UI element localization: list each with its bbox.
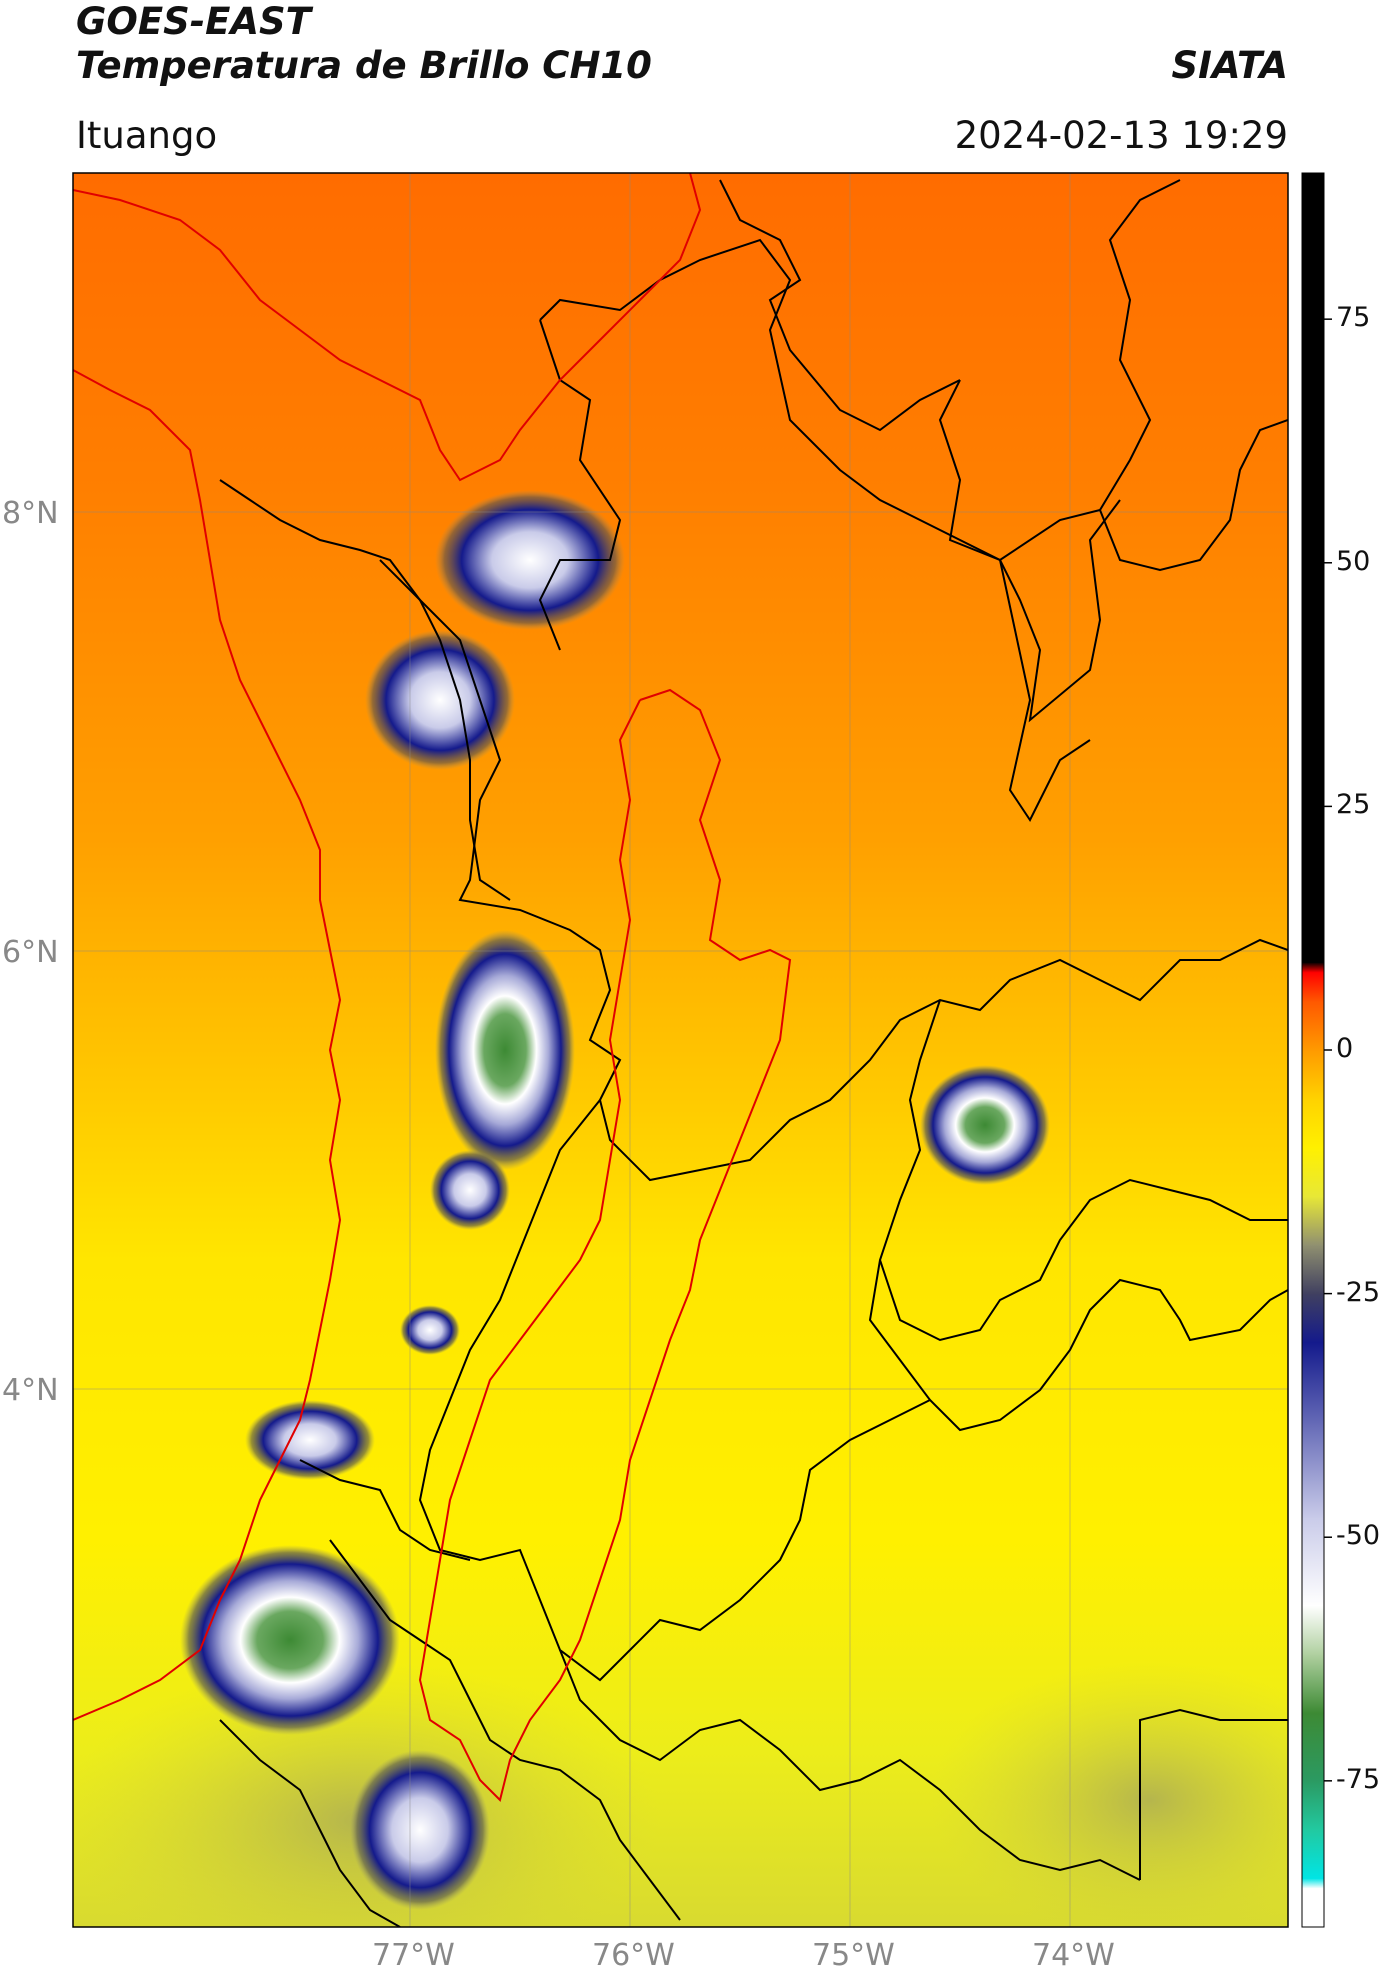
colorbar-tick-label: 25 xyxy=(1336,789,1371,821)
colorbar-segment xyxy=(1302,1001,1324,1051)
colorbar-segment xyxy=(1302,1098,1324,1148)
colorbar-segment xyxy=(1302,1605,1324,1655)
product-title: Temperatura de Brillo CH10 xyxy=(76,44,652,87)
colorbar-tick-label: -50 xyxy=(1336,1520,1381,1552)
colorbar-segment xyxy=(1302,972,1324,1002)
colorbar-segment xyxy=(1302,1244,1324,1295)
colorbar-segment xyxy=(1302,173,1324,963)
colorbar-tick-label: -25 xyxy=(1336,1276,1381,1308)
colorbar-segment xyxy=(1302,1147,1324,1197)
cloud-cell-small xyxy=(400,1305,460,1355)
colorbar-segment xyxy=(1302,1420,1324,1519)
colorbar xyxy=(1301,172,1332,1928)
location-label: Ituango xyxy=(76,114,218,157)
colorbar-tick-label: 0 xyxy=(1336,1033,1354,1064)
colorbar-segment xyxy=(1302,1517,1324,1606)
colorbar-segment xyxy=(1302,1829,1324,1879)
timestamp-label: 2024-02-13 19:29 xyxy=(954,114,1288,157)
x-tick-label-75w: 75°W xyxy=(812,1938,895,1973)
satellite-title: GOES-EAST xyxy=(76,0,311,43)
department-boundaries xyxy=(219,179,1288,1927)
colorbar-segment xyxy=(1302,962,1324,973)
region-boundaries xyxy=(73,173,792,1802)
grid-lines xyxy=(73,173,1288,1927)
cloud-cell-choco-south xyxy=(430,1150,510,1230)
cloud-cell-uraba xyxy=(435,490,625,630)
colorbar-segment xyxy=(1302,1780,1324,1831)
colorbar-tick-label: -75 xyxy=(1336,1763,1381,1795)
colorbar-segment xyxy=(1302,1050,1324,1100)
y-tick-label-8n: 8°N xyxy=(2,496,59,531)
x-tick-label-76w: 76°W xyxy=(592,1938,675,1973)
colorbar-tick-label: 75 xyxy=(1336,302,1371,334)
organization-label: SIATA xyxy=(1171,44,1288,87)
colorbar-segment xyxy=(1302,1878,1324,1889)
plot-frame xyxy=(72,172,1289,1928)
colorbar-segment xyxy=(1302,1342,1324,1421)
x-tick-label-74w: 74°W xyxy=(1032,1938,1115,1973)
cloud-cell-nariño xyxy=(350,1750,490,1910)
y-tick-label-6n: 6°N xyxy=(2,935,59,970)
colorbar-segment xyxy=(1302,1888,1324,1928)
colorbar-segment xyxy=(1302,1293,1324,1343)
cloud-cell-coast xyxy=(245,1400,375,1480)
colorbar-segment xyxy=(1302,1712,1324,1782)
colorbar-segment xyxy=(1302,1654,1324,1714)
colorbar-tick-label: 50 xyxy=(1336,545,1371,577)
cloud-cell-magdalena xyxy=(920,1065,1050,1185)
x-tick-label-77w: 77°W xyxy=(372,1938,455,1973)
cloud-cell-urabá-south xyxy=(365,630,515,770)
colorbar-segment xyxy=(1302,1196,1324,1246)
y-tick-label-4n: 4°N xyxy=(2,1373,59,1408)
cloud-cell-choco xyxy=(435,930,575,1170)
cloud-cell-pacific xyxy=(180,1545,400,1735)
